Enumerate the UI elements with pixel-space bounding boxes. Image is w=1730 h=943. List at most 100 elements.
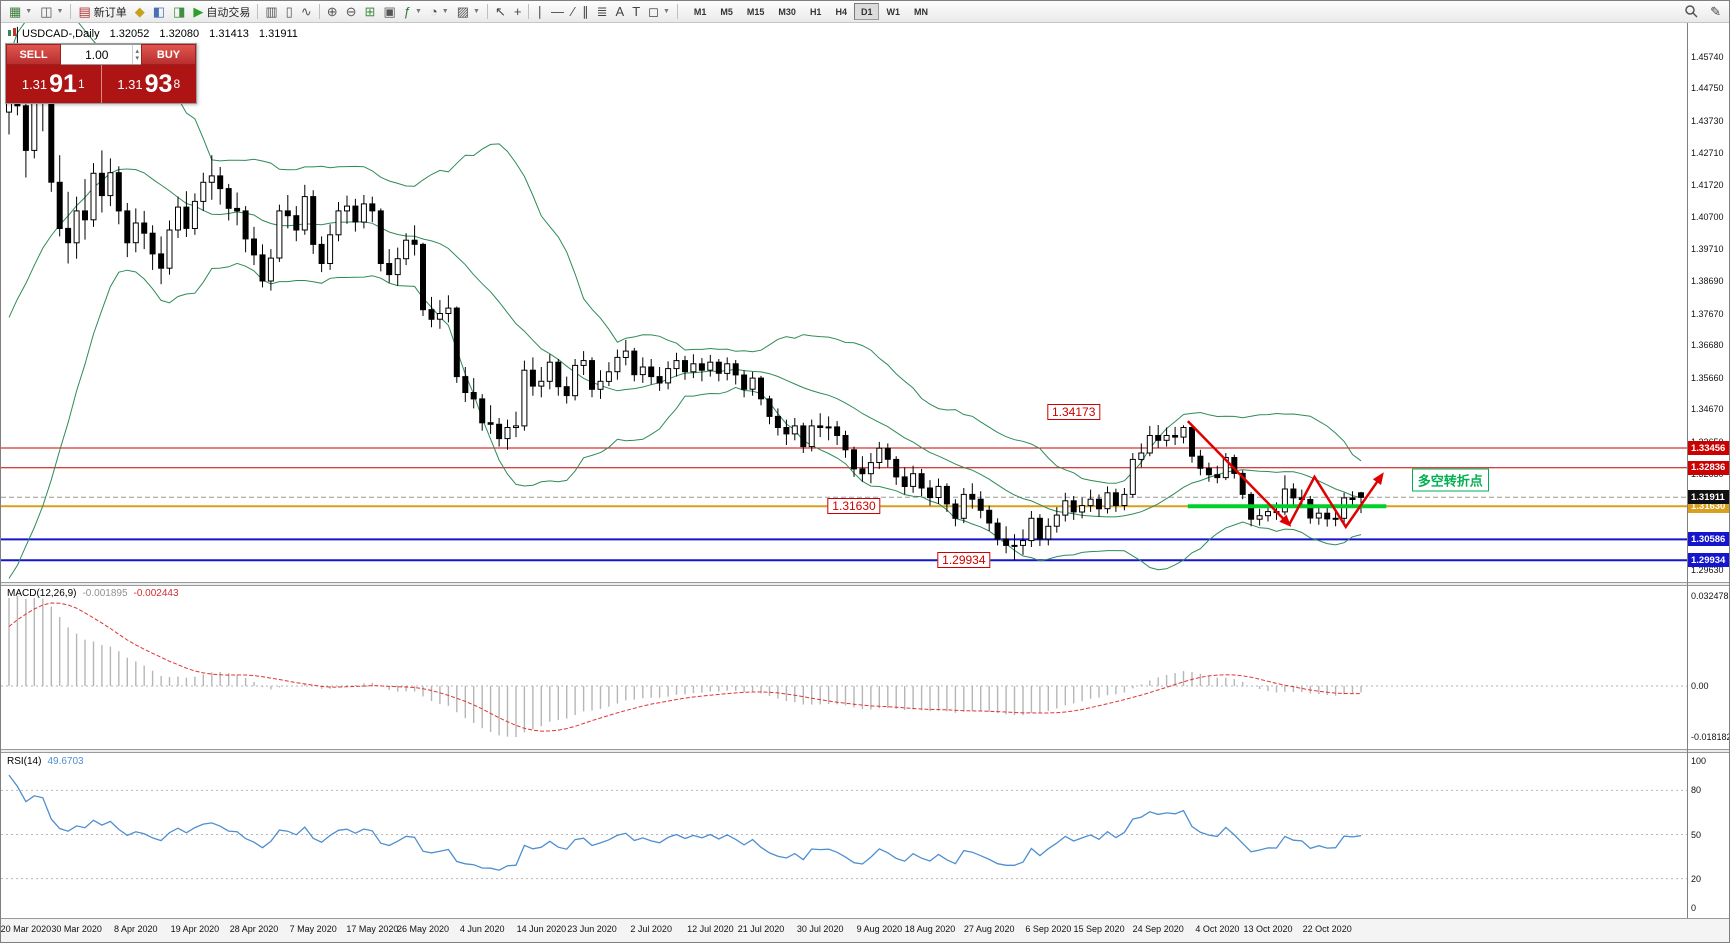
cursor-button[interactable]: ↖ (491, 3, 510, 21)
sell-price-head: 1.31 (21, 76, 48, 92)
line-chart-mode-button[interactable]: ∿ (297, 3, 316, 21)
low-price-label[interactable]: 1.29934 (937, 552, 991, 569)
peak-price-label[interactable]: 1.34173 (1046, 404, 1101, 421)
text-button[interactable]: A (612, 3, 629, 21)
search-button[interactable] (1680, 3, 1702, 21)
price-level-box[interactable]: 1.30586 (1688, 532, 1729, 547)
shapes-button[interactable]: ◻ ▼ (644, 3, 674, 21)
price-level-box[interactable]: 1.29934 (1688, 553, 1729, 568)
rsi-value: 49.6703 (47, 756, 84, 767)
ohlc-open: 1.32052 (109, 28, 150, 40)
volume-up-button[interactable]: ▴ (135, 47, 139, 55)
timeframe-button-mn[interactable]: MN (907, 3, 935, 20)
macd-main-value: -0.001895 (82, 588, 128, 599)
equidistant-channel-button[interactable]: ∥ (578, 3, 593, 21)
volume-down-button[interactable]: ▾ (135, 54, 139, 62)
support-price-label[interactable]: 1.31630 (827, 498, 881, 515)
horizontal-line-button[interactable]: ― (547, 3, 568, 21)
date-label: 7 May 2020 (289, 924, 337, 934)
chevron-down-icon: ▼ (441, 8, 449, 15)
periods-button[interactable]: ◔ ▼ (426, 3, 453, 21)
date-label: 8 Apr 2020 (113, 924, 158, 934)
text-label-button[interactable]: T (628, 3, 644, 21)
chevron-down-icon: ▼ (414, 8, 422, 15)
search-icon (1684, 4, 1698, 20)
edit-button[interactable]: ✎ (1706, 3, 1725, 21)
timeframe-button-h1[interactable]: H1 (803, 3, 829, 20)
price-tick: 1.29630 (1691, 564, 1724, 575)
indicators-button[interactable]: ƒ ▼ (400, 3, 426, 21)
sell-price-sup: 1 (77, 77, 85, 91)
price-tick: 1.43730 (1691, 115, 1724, 126)
vertical-line-button[interactable]: ∣ (532, 3, 547, 21)
profiles-button[interactable]: ◫ ▼ (36, 3, 67, 21)
toolbar-separator (70, 4, 72, 19)
time-axis[interactable]: 20 Mar 2020 30 Mar 2020 8 Apr 2020 19 Apr 2… (1, 918, 1729, 942)
timeframe-button-w1[interactable]: W1 (879, 3, 907, 20)
timeframe-button-m1[interactable]: M1 (687, 3, 714, 20)
periods-icon: ◔ (429, 4, 438, 19)
templates-icon: ▨ (456, 4, 469, 19)
profiles-icon: ◫ (40, 4, 53, 19)
zoom-in-button[interactable]: ⊕ (323, 3, 342, 21)
volume-input[interactable] (61, 45, 133, 64)
sell-button[interactable]: SELL (6, 44, 61, 65)
rsi-axis-label: 50 (1691, 829, 1702, 840)
new-chart-button[interactable]: ▦ ▼ (5, 3, 36, 21)
price-axis-border (1687, 23, 1688, 942)
price-tick: 1.36680 (1691, 340, 1724, 351)
auto-arrange-button[interactable]: ▣ (379, 3, 399, 21)
date-label: 23 Jun 2020 (567, 924, 617, 934)
rsi-axis-label: 20 (1691, 873, 1702, 884)
market-watch-button[interactable]: ◧ (149, 3, 169, 21)
date-label: 26 May 2020 (397, 924, 450, 934)
autotrade-button[interactable]: ▶ 自动交易 (189, 3, 254, 21)
zoom-out-button[interactable]: ⊖ (342, 3, 361, 21)
date-label: 4 Oct 2020 (1195, 924, 1240, 934)
date-label: 2 Jul 2020 (630, 924, 672, 934)
metaeditor-icon: ◆ (134, 4, 145, 19)
timeframe-button-d1[interactable]: D1 (853, 3, 880, 20)
trendline-button[interactable]: ∕ (568, 3, 578, 21)
timeframe-button-h4[interactable]: H4 (828, 3, 854, 20)
sell-price[interactable]: 1.31 91 1 (6, 65, 102, 103)
toolbar-separator (528, 4, 530, 19)
new-order-button[interactable]: ▤ 新订单 (74, 3, 130, 21)
timeframe-button-m15[interactable]: M15 (740, 3, 772, 20)
rsi-label: RSI(14) 49.6703 (7, 756, 84, 767)
macd-name: MACD(12,26,9) (7, 588, 77, 599)
buy-price[interactable]: 1.31 93 8 (102, 65, 197, 103)
templates-button[interactable]: ▨ ▼ (453, 3, 484, 21)
equidistant-channel-icon: ∥ (582, 4, 589, 19)
candlestick-mode-button[interactable]: ▯ (282, 3, 297, 21)
market-watch-icon: ◧ (152, 4, 166, 19)
buy-price-big: 93 (144, 69, 173, 98)
date-label: 4 Jun 2020 (459, 924, 505, 934)
date-label: 24 Sep 2020 (1132, 924, 1184, 934)
price-tick: 1.35660 (1691, 372, 1724, 383)
fibonacci-button[interactable]: ≣ (593, 3, 612, 21)
metaeditor-button[interactable]: ◆ (131, 3, 149, 21)
toolbar-separator (318, 4, 320, 19)
price-level-box[interactable]: 1.32836 (1688, 460, 1729, 475)
bar-chart-mode-button[interactable]: ▥ (261, 3, 281, 21)
buy-price-sup: 8 (173, 77, 181, 91)
horizontal-line-icon: ― (550, 4, 564, 19)
macd-panel-splitter[interactable] (1, 582, 1729, 586)
timeframe-button-m30[interactable]: M30 (771, 3, 803, 20)
bar-chart-mode-icon: ▥ (265, 4, 278, 19)
new-chart-icon: ▦ (9, 4, 22, 19)
vertical-line-icon: ∣ (536, 4, 543, 19)
cursor-icon: ↖ (494, 4, 506, 19)
turning-point-label[interactable]: 多空转折点 (1411, 468, 1489, 492)
rsi-panel-splitter[interactable] (1, 749, 1729, 753)
buy-button[interactable]: BUY (141, 44, 196, 65)
ohlc-low: 1.31413 (209, 28, 249, 40)
crosshair-button[interactable]: + (510, 3, 526, 21)
data-window-button[interactable]: ◨ (169, 3, 189, 21)
tile-windows-button[interactable]: ⊞ (361, 3, 380, 21)
price-level-box[interactable]: 1.33456 (1688, 441, 1729, 456)
timeframe-button-m5[interactable]: M5 (713, 3, 740, 20)
price-tick: 1.37670 (1691, 308, 1724, 319)
